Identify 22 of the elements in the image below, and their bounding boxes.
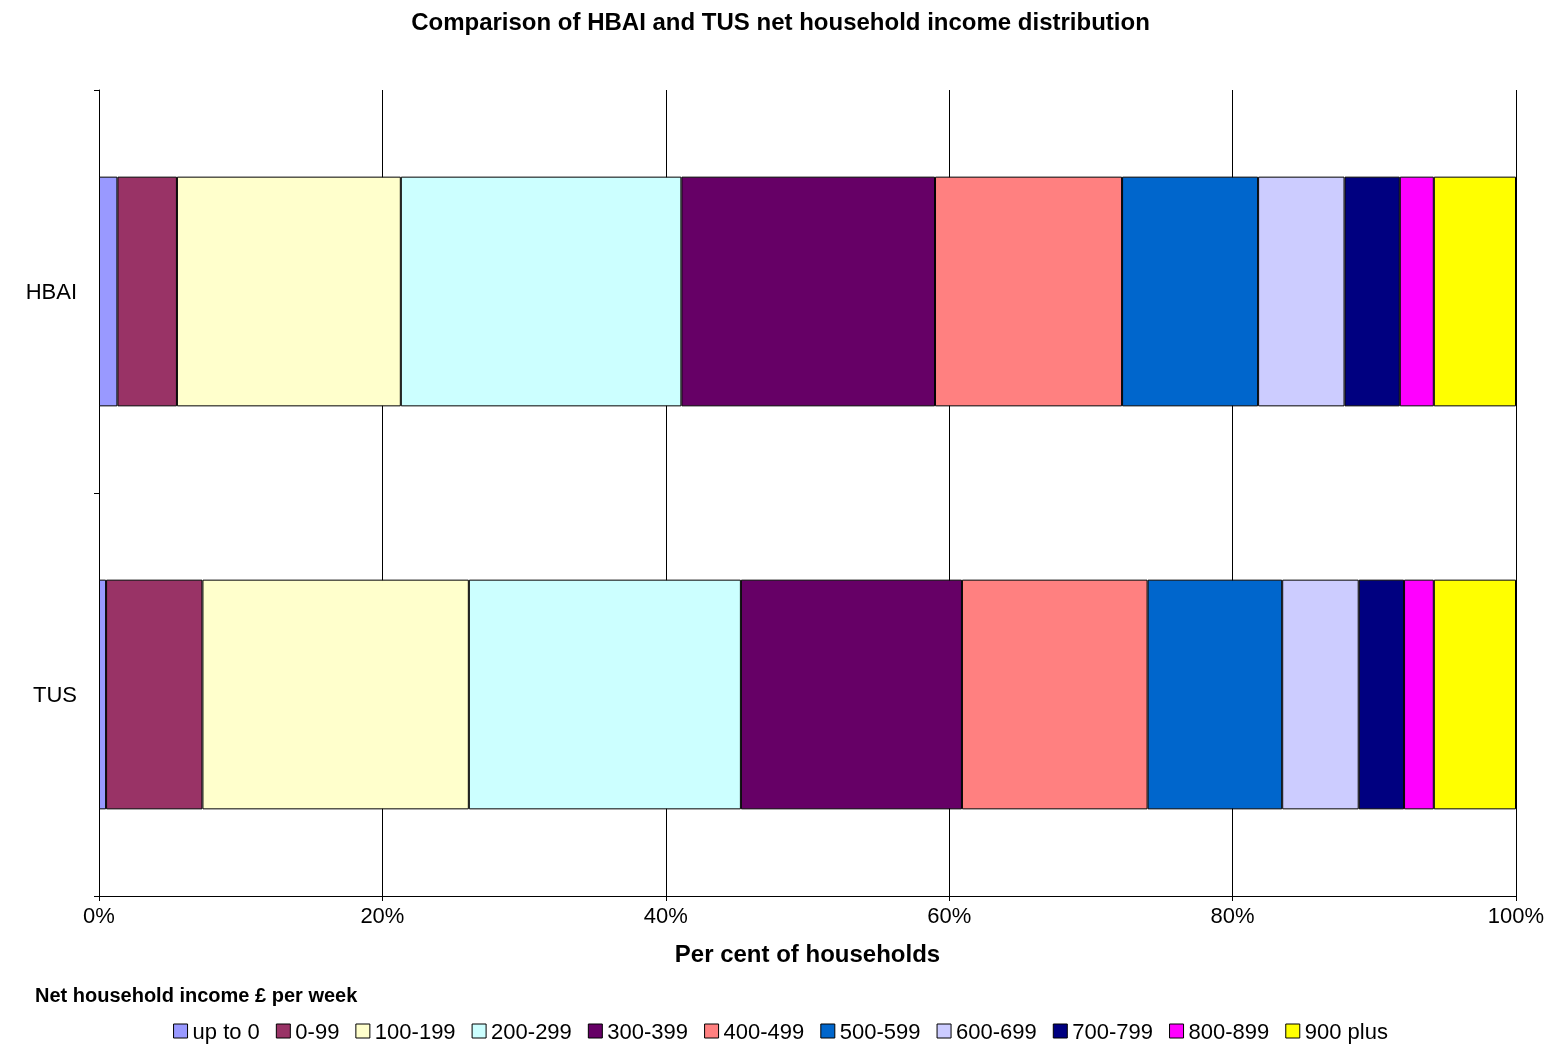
legend-label: 200-299	[491, 1018, 572, 1044]
legend-label: 400-499	[723, 1018, 805, 1044]
legend-label: 700-799	[1072, 1018, 1154, 1044]
y-tick-label: HBAI	[25, 279, 77, 304]
legend-label: 0-99	[295, 1018, 340, 1044]
x-tick-label: 80%	[1210, 902, 1255, 928]
legend-label: 100-199	[374, 1018, 456, 1044]
x-axis-title: Per cent of households	[674, 939, 941, 967]
y-tick-label: TUS	[33, 682, 77, 707]
x-tick-label: 60%	[927, 902, 972, 928]
legend-label: up to 0	[192, 1018, 260, 1044]
x-tick-label: 20%	[360, 902, 405, 928]
chart-title: Comparison of HBAI and TUS net household income distribution	[411, 7, 1150, 35]
legend-title: Net household income £ per week	[35, 984, 359, 1006]
x-tick-label: 0%	[83, 902, 115, 928]
x-tick-label: 40%	[643, 902, 688, 928]
legend-label: 300-399	[607, 1018, 689, 1044]
legend-label: 900 plus	[1304, 1018, 1388, 1044]
legend-label: 600-699	[956, 1018, 1037, 1044]
legend-label: 500-599	[839, 1018, 921, 1044]
x-tick-label: 100%	[1487, 902, 1545, 928]
legend-label: 800-899	[1188, 1018, 1270, 1044]
